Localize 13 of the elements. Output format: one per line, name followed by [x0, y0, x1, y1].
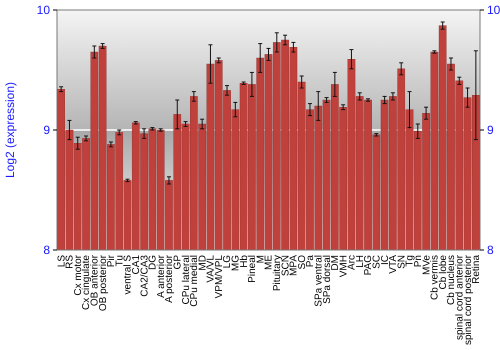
x-tick-label: spinal cord anterior — [454, 254, 466, 340]
y2-tick-label: 9 — [487, 122, 494, 137]
x-tick-label: CA1 — [130, 254, 142, 274]
y2-tick-label: 10 — [487, 2, 500, 17]
x-tick-label: OB posterior — [98, 254, 109, 312]
x-tick-label: Retina — [471, 254, 482, 284]
y-tick-label: 8 — [43, 242, 50, 257]
y-axis-title: Log2 (expression) — [3, 82, 17, 178]
x-tick-label: RS — [64, 254, 76, 269]
y2-tick-label: 8 — [487, 242, 494, 257]
x-tick-label: spinal cord posterior — [462, 254, 474, 346]
y-tick-label: 10 — [36, 2, 50, 17]
y-tick-label: 9 — [43, 122, 50, 137]
